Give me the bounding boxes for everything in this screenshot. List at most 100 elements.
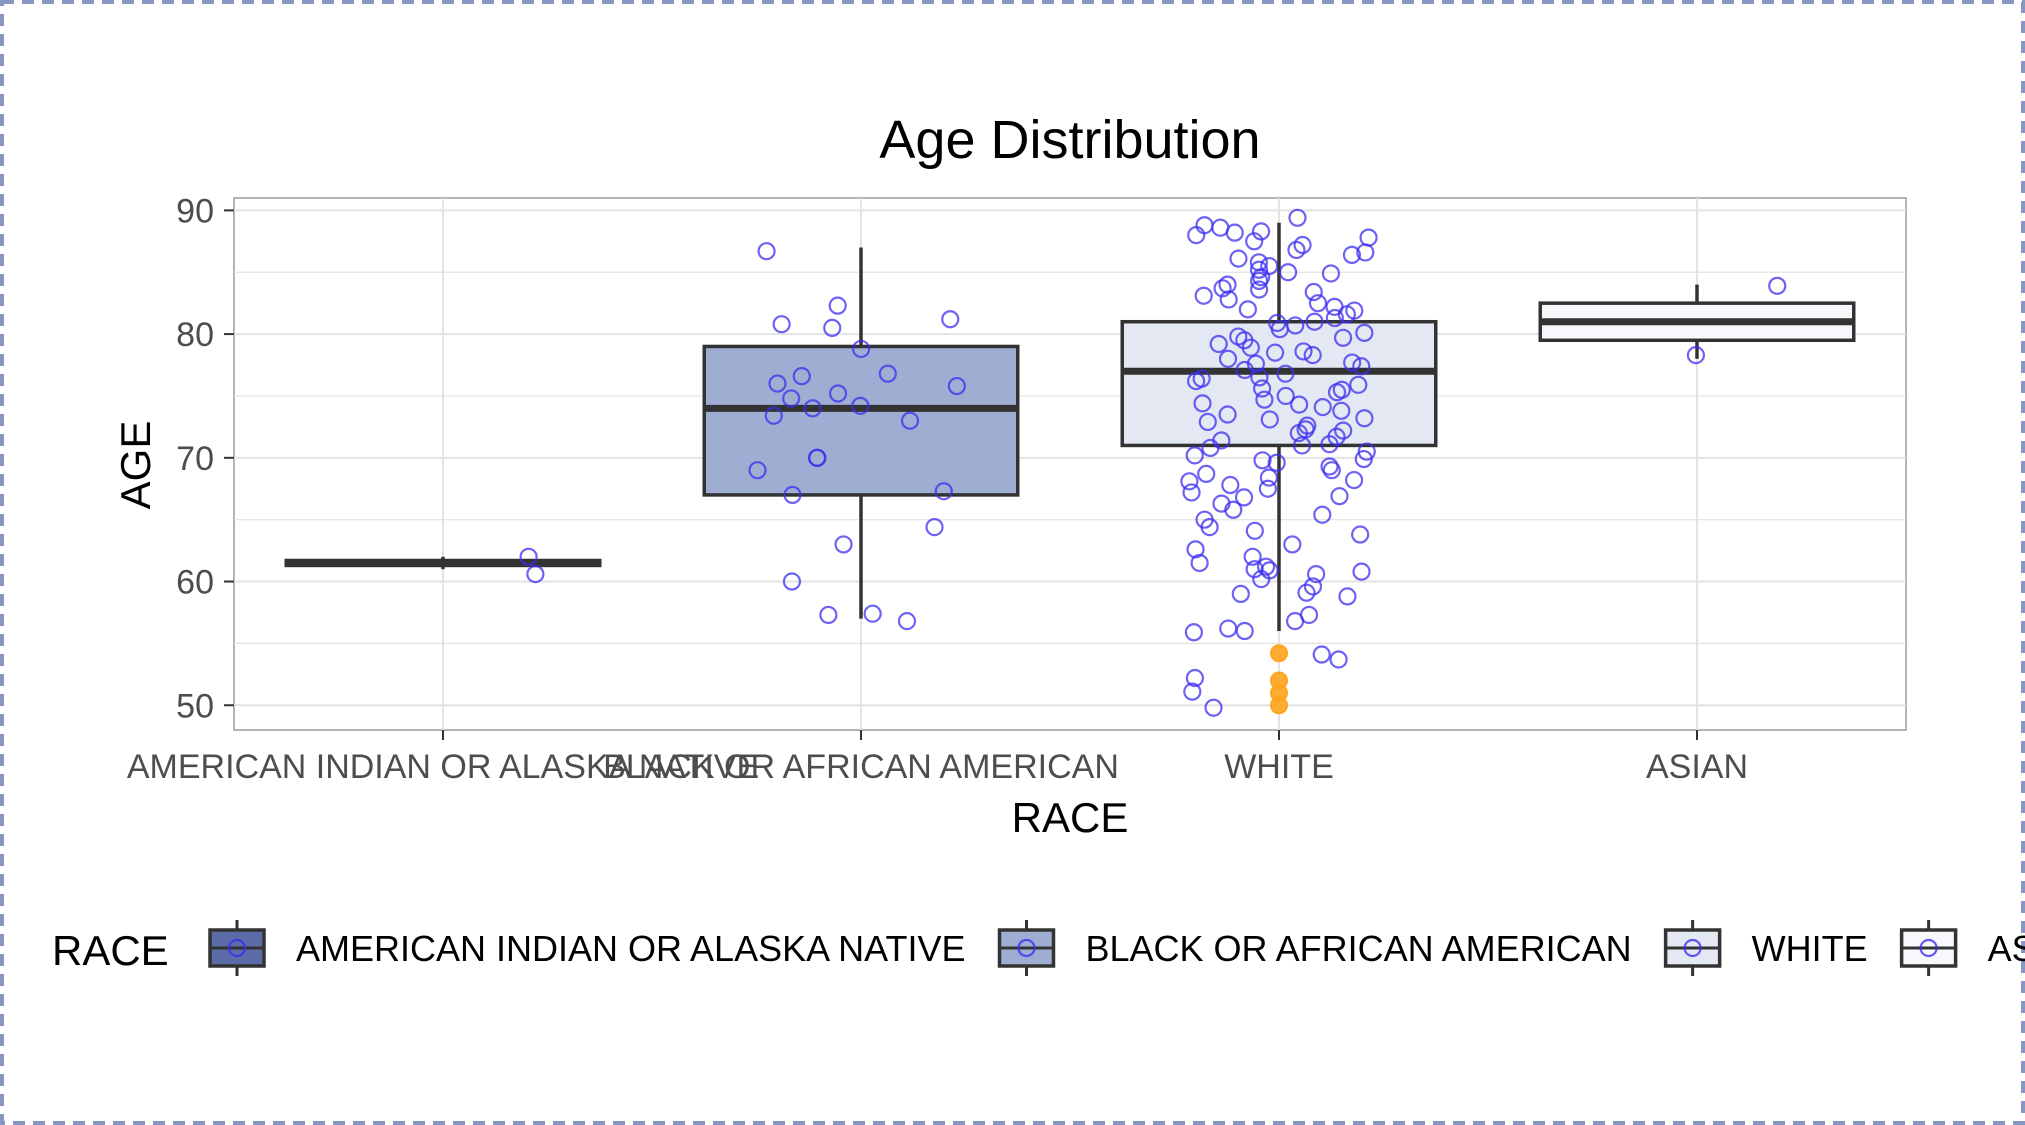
data-point xyxy=(1354,449,1373,469)
data-point xyxy=(1218,349,1238,368)
legend-label: BLACK OR AFRICAN AMERICAN xyxy=(1086,928,1632,969)
data-point xyxy=(1333,328,1353,347)
data-point xyxy=(782,572,802,591)
data-point xyxy=(792,367,811,386)
outlier-point xyxy=(1270,644,1288,663)
data-point xyxy=(1200,517,1219,537)
data-point xyxy=(1268,313,1287,333)
data-point xyxy=(1245,521,1264,540)
data-point xyxy=(1249,271,1269,290)
data-point xyxy=(803,399,822,418)
data-point xyxy=(1304,282,1323,302)
box-group xyxy=(1538,284,1856,359)
data-point xyxy=(1194,286,1213,305)
data-point xyxy=(1290,395,1309,414)
outlier-point xyxy=(1270,696,1288,715)
legend-key-point xyxy=(1683,938,1702,958)
legend-item: WHITE xyxy=(1663,920,1868,976)
data-point xyxy=(1259,468,1279,487)
x-tick-label: WHITE xyxy=(1224,748,1334,786)
x-tick-label: AMERICAN INDIAN OR ALASKA NATIVE xyxy=(127,748,759,786)
y-tick-label: 80 xyxy=(176,316,214,354)
box-group xyxy=(702,247,1020,619)
box xyxy=(1120,319,1438,448)
data-point xyxy=(1355,409,1374,428)
data-point xyxy=(783,485,802,505)
legend-item: BLACK OR AFRICAN AMERICAN xyxy=(997,920,1632,976)
data-point xyxy=(757,242,776,261)
data-point xyxy=(1287,240,1306,260)
data-point xyxy=(1187,226,1206,245)
data-point xyxy=(1224,500,1243,519)
data-point xyxy=(1255,390,1274,409)
data-point xyxy=(1342,245,1362,265)
data-point xyxy=(1325,308,1344,328)
y-axis: 50 60 70 80 90 xyxy=(176,192,234,725)
data-point xyxy=(782,389,801,408)
data-point xyxy=(772,315,791,334)
data-point xyxy=(1332,401,1351,420)
data-point xyxy=(1250,368,1269,387)
data-point xyxy=(1343,353,1362,372)
data-point xyxy=(1219,290,1238,309)
box-group xyxy=(284,556,602,570)
data-point xyxy=(1321,264,1341,283)
data-point xyxy=(1256,557,1276,576)
x-tick-label: BLACK OR AFRICAN AMERICAN xyxy=(603,748,1119,786)
box xyxy=(702,344,1020,497)
data-point xyxy=(1245,232,1264,251)
data-point xyxy=(1198,412,1217,432)
data-point xyxy=(1303,346,1322,365)
legend-title: RACE xyxy=(52,927,169,974)
data-point xyxy=(828,384,848,403)
data-point xyxy=(1305,312,1324,331)
data-point xyxy=(1355,323,1374,342)
data-point xyxy=(1185,668,1205,688)
data-point xyxy=(1349,375,1368,394)
legend-key-point xyxy=(1017,938,1036,958)
data-point xyxy=(1278,263,1298,282)
data-point xyxy=(1185,446,1204,465)
data-point xyxy=(1352,562,1371,581)
data-point xyxy=(851,396,870,415)
plot-panel xyxy=(233,197,1907,731)
data-point xyxy=(897,612,917,631)
data-point xyxy=(1285,612,1305,631)
data-point xyxy=(1276,364,1295,383)
data-point xyxy=(1307,565,1326,584)
legend-label: AMERICAN INDIAN OR ALASKA NATIVE xyxy=(296,928,966,969)
data-point xyxy=(1338,587,1357,606)
chart-title: Age Distribution xyxy=(879,110,1260,170)
data-point xyxy=(834,535,853,554)
data-point xyxy=(947,376,966,396)
data-point xyxy=(1293,235,1312,255)
data-point xyxy=(1192,369,1211,388)
data-point xyxy=(1320,435,1339,454)
x-axis-label: RACE xyxy=(1012,794,1129,841)
data-point xyxy=(878,364,897,383)
data-point xyxy=(1297,583,1316,602)
data-point xyxy=(1320,457,1339,476)
data-point xyxy=(1253,379,1272,398)
legend-item: AMERICAN INDIAN OR ALASKA NATIVE xyxy=(208,920,966,976)
data-point xyxy=(1313,505,1332,524)
data-point xyxy=(1288,208,1307,227)
data-point xyxy=(1250,280,1269,299)
data-point xyxy=(807,448,827,467)
data-point xyxy=(1265,343,1285,362)
data-point xyxy=(1289,423,1308,443)
data-point xyxy=(1213,279,1232,298)
data-point xyxy=(1344,470,1364,490)
data-point xyxy=(1249,260,1269,279)
data-point xyxy=(1686,346,1706,365)
data-point xyxy=(1329,650,1348,669)
y-tick-label: 60 xyxy=(176,564,214,602)
data-point xyxy=(1235,621,1254,641)
data-point xyxy=(1193,394,1212,413)
point-layer xyxy=(519,208,1787,717)
data-point xyxy=(1201,438,1220,458)
